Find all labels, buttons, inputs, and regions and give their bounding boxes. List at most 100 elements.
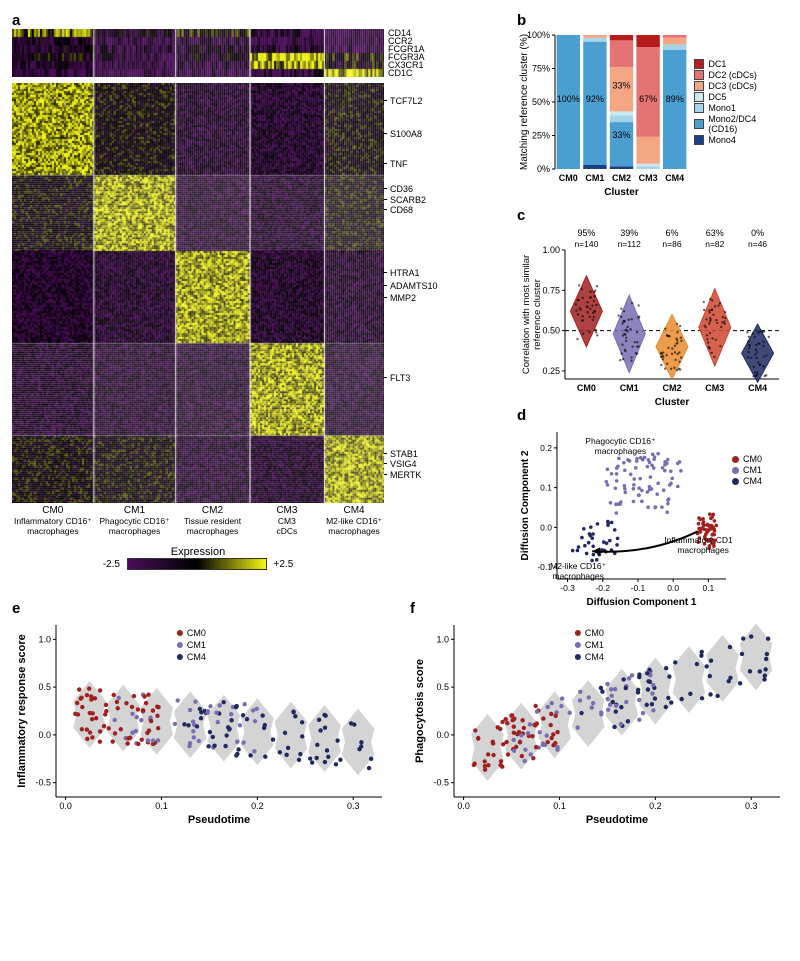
svg-text:CM4: CM4: [665, 173, 684, 183]
cluster-sublabel: M2-like CD16⁺macrophages: [324, 516, 384, 536]
svg-text:6%: 6%: [665, 228, 678, 238]
legend-item: DC2 (cDCs): [694, 70, 787, 80]
svg-text:0.0: 0.0: [38, 730, 51, 740]
legend-item: Mono4: [694, 135, 787, 145]
svg-text:1.0: 1.0: [38, 634, 51, 644]
svg-text:CM0: CM0: [577, 383, 596, 393]
svg-text:0.3: 0.3: [347, 801, 360, 811]
panel-f-label: f: [410, 600, 788, 617]
panel-c: c 0.250.500.751.00Correlation with most …: [517, 207, 787, 414]
gene-label: VSIG4: [390, 459, 417, 469]
legend-item: DC3 (cDCs): [694, 81, 787, 91]
svg-text:Matching reference cluster (%): Matching reference cluster (%): [519, 34, 530, 170]
svg-text:89%: 89%: [666, 94, 684, 104]
svg-text:-0.5: -0.5: [35, 778, 51, 788]
panel-b-label: b: [517, 12, 787, 29]
cluster-sublabel: CM3cDCs: [250, 516, 324, 536]
cluster-label: CM4: [324, 505, 384, 516]
svg-text:n=86: n=86: [662, 239, 681, 249]
svg-text:n=112: n=112: [618, 239, 642, 249]
svg-text:0.3: 0.3: [745, 801, 758, 811]
legend-item: CM0: [732, 454, 762, 464]
svg-text:Correlation with most similar: Correlation with most similar: [521, 255, 532, 374]
panel-b-legend: DC1DC2 (cDCs)DC3 (cDCs)DC5Mono1Mono2/DC4…: [694, 59, 787, 199]
svg-text:63%: 63%: [706, 228, 724, 238]
svg-text:-0.1: -0.1: [631, 583, 646, 593]
cluster-label: CM3: [250, 505, 324, 516]
svg-text:0.1: 0.1: [702, 583, 714, 593]
svg-text:Diffusion Component 2: Diffusion Component 2: [520, 450, 531, 560]
expression-legend-min: -2.5: [103, 559, 120, 570]
svg-text:0.25: 0.25: [542, 366, 560, 376]
panel-f: f 0.00.10.20.3-0.50.00.51.0Phagocytosis …: [410, 600, 788, 832]
svg-text:CM1: CM1: [585, 640, 604, 650]
svg-text:CM3: CM3: [705, 383, 724, 393]
pseudotime-phagocytosis-chart: 0.00.10.20.3-0.50.00.51.0Phagocytosis sc…: [410, 617, 788, 827]
svg-text:0.1: 0.1: [553, 801, 566, 811]
svg-text:0.0: 0.0: [457, 801, 470, 811]
svg-text:CM4: CM4: [748, 383, 767, 393]
panel-c-label: c: [517, 207, 787, 224]
svg-text:CM1: CM1: [585, 173, 604, 183]
cluster-sublabel: Tissue residentmacrophages: [175, 516, 249, 536]
svg-text:CM2: CM2: [612, 173, 631, 183]
svg-text:CM0: CM0: [187, 628, 206, 638]
gene-label: S100A8: [390, 129, 422, 139]
svg-text:Pseudotime: Pseudotime: [586, 814, 648, 826]
svg-text:n=82: n=82: [705, 239, 724, 249]
gene-label: STAB1: [390, 449, 418, 459]
svg-text:0%: 0%: [537, 164, 550, 174]
panel-a: a CD14CCR2FCGR1AFCGR3ACX3CR1CD1C TCF7L2S…: [12, 12, 502, 570]
expression-legend-bar: [127, 558, 267, 570]
legend-item: DC1: [694, 59, 787, 69]
svg-text:CM1: CM1: [620, 383, 639, 393]
heatmap-top-markers: [12, 29, 384, 77]
panel-e: e 0.00.10.20.3-0.50.00.51.0Inflammatory …: [12, 600, 390, 832]
pseudotime-inflammatory-chart: 0.00.10.20.3-0.50.00.51.0Inflammatory re…: [12, 617, 390, 827]
gene-label: CD1C: [388, 69, 425, 77]
svg-text:0.0: 0.0: [59, 801, 72, 811]
svg-text:0.1: 0.1: [155, 801, 168, 811]
svg-text:reference cluster: reference cluster: [532, 279, 543, 350]
svg-text:33%: 33%: [612, 130, 630, 140]
gene-label: TNF: [390, 159, 408, 169]
cluster-label: CM1: [94, 505, 176, 516]
panel-d-label: d: [517, 407, 787, 424]
panel-d-legend: CM0CM1CM4: [732, 454, 762, 609]
svg-text:Cluster: Cluster: [604, 187, 639, 198]
svg-text:75%: 75%: [532, 64, 550, 74]
svg-text:n=140: n=140: [574, 239, 598, 249]
legend-item: DC5: [694, 92, 787, 102]
expression-legend-title: Expression: [12, 546, 384, 558]
svg-text:CM2: CM2: [662, 383, 681, 393]
expression-legend: Expression -2.5 +2.5: [12, 546, 384, 570]
svg-text:39%: 39%: [620, 228, 638, 238]
svg-text:CM3: CM3: [639, 173, 658, 183]
svg-text:0.2: 0.2: [649, 801, 662, 811]
svg-text:1.00: 1.00: [542, 245, 560, 255]
cluster-label: CM0: [12, 505, 94, 516]
svg-text:50%: 50%: [532, 97, 550, 107]
svg-text:0.5: 0.5: [436, 682, 449, 692]
figure: a CD14CCR2FCGR1AFCGR3ACX3CR1CD1C TCF7L2S…: [12, 12, 788, 832]
panel-b: b 0% 25% 50% 75% 100%Matching reference clus…: [517, 12, 787, 199]
legend-item: CM1: [732, 465, 762, 475]
gene-label: CD68: [390, 205, 413, 215]
svg-text:100%: 100%: [527, 30, 550, 40]
svg-text:1.0: 1.0: [436, 634, 449, 644]
svg-text:n=46: n=46: [748, 239, 767, 249]
panel-a-label: a: [12, 12, 502, 29]
svg-text:25%: 25%: [532, 131, 550, 141]
svg-text:0.0: 0.0: [436, 730, 449, 740]
svg-text:-0.5: -0.5: [433, 778, 449, 788]
gene-label: SCARB2: [390, 195, 426, 205]
svg-text:67%: 67%: [639, 94, 657, 104]
svg-text:0.50: 0.50: [542, 326, 560, 336]
heatmap-top-gene-labels: CD14CCR2FCGR1AFCGR3ACX3CR1CD1C: [384, 29, 425, 77]
svg-text:0.2: 0.2: [251, 801, 264, 811]
svg-text:-0.3: -0.3: [560, 583, 575, 593]
gene-label: FLT3: [390, 373, 410, 383]
svg-text:CM0: CM0: [585, 628, 604, 638]
heatmap-main: [12, 83, 384, 503]
svg-text:macrophages: macrophages: [595, 446, 647, 456]
